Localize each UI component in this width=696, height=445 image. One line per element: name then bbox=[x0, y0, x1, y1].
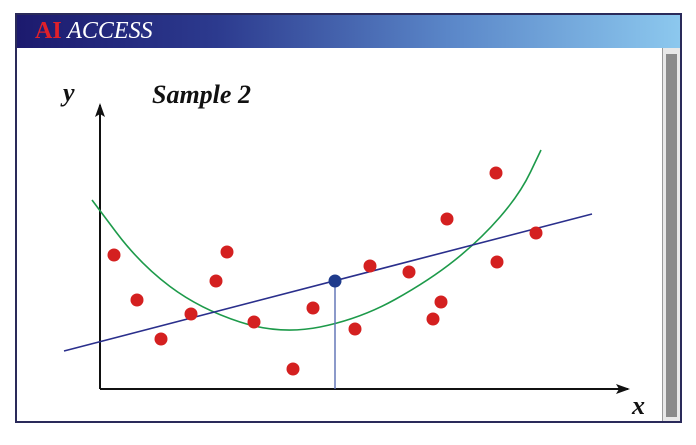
window-frame: AI ACCESS bbox=[15, 13, 682, 423]
data-point bbox=[489, 166, 503, 180]
data-point bbox=[306, 301, 320, 315]
data-point bbox=[529, 226, 543, 240]
data-point bbox=[286, 362, 300, 376]
data-point bbox=[247, 315, 261, 329]
mean-point bbox=[328, 274, 342, 288]
scrollbar-thumb[interactable] bbox=[666, 54, 677, 417]
x-axis-label: x bbox=[631, 391, 645, 420]
brand-logo: AI ACCESS bbox=[35, 18, 153, 44]
data-point bbox=[154, 332, 168, 346]
vertical-scrollbar[interactable] bbox=[662, 48, 680, 421]
data-point bbox=[402, 265, 416, 279]
brand-suffix: ACCESS bbox=[67, 18, 153, 44]
data-point bbox=[220, 245, 234, 259]
data-point bbox=[490, 255, 504, 269]
data-point bbox=[184, 307, 198, 321]
chart-title: Sample 2 bbox=[152, 80, 251, 109]
brand-prefix: AI bbox=[35, 18, 62, 44]
data-point bbox=[107, 248, 121, 262]
data-point bbox=[440, 212, 454, 226]
data-point bbox=[363, 259, 377, 273]
data-point bbox=[130, 293, 144, 307]
title-bar: AI ACCESS bbox=[17, 15, 680, 48]
regression-line bbox=[63, 213, 593, 352]
data-point bbox=[434, 295, 448, 309]
data-point bbox=[348, 322, 362, 336]
fitted-curve bbox=[91, 149, 542, 331]
data-point bbox=[209, 274, 223, 288]
data-point bbox=[426, 312, 440, 326]
y-axis-label: y bbox=[60, 78, 75, 107]
